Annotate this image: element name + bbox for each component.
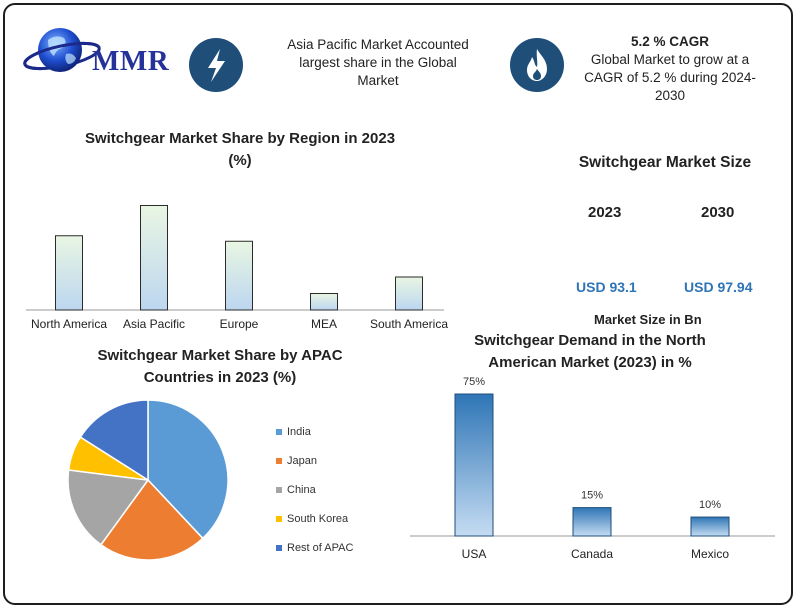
share-line: Asia Pacific Market Accounted xyxy=(287,37,469,52)
brand-name: MMR xyxy=(92,45,170,77)
share-line: largest share in the Global xyxy=(299,55,457,70)
cagr-title: 5.2 % CAGR xyxy=(630,34,710,49)
legend-item: Japan xyxy=(276,455,317,467)
region-chart-title: Switchgear Market Share by Region in 202… xyxy=(20,128,460,172)
legend-swatch xyxy=(276,487,282,494)
lightning-badge xyxy=(189,38,243,92)
globe-icon xyxy=(23,28,101,72)
share-highlight-text: Asia Pacific Market Accounted largest sh… xyxy=(258,36,498,90)
year-2023: 2023 xyxy=(588,204,622,221)
apac-title-line: Countries in 2023 (%) xyxy=(143,369,297,386)
cagr-line: CAGR of 5.2 % during 2024- xyxy=(584,70,756,85)
legend-item: Rest of APAC xyxy=(276,542,353,554)
market-size-title: Switchgear Market Size xyxy=(578,154,752,171)
na-title-line: American Market (2023) in % xyxy=(488,354,692,371)
na-tick-label: USA xyxy=(462,547,487,561)
na-data-label: 10% xyxy=(699,499,721,511)
apac-chart-title: Switchgear Market Share by APAC Countrie… xyxy=(40,345,400,389)
infographic-frame xyxy=(3,3,793,605)
cagr-line: 2030 xyxy=(654,88,686,103)
pie-slice xyxy=(147,399,229,540)
na-tick-label: Mexico xyxy=(691,547,729,561)
flame-badge xyxy=(510,38,564,92)
region-tick-label: Europe xyxy=(220,317,259,331)
market-value-2023: USD 93.1 xyxy=(576,279,637,295)
cagr-line: Global Market to grow at a xyxy=(590,52,750,67)
na-data-label: 15% xyxy=(581,490,603,502)
region-bar-chart: North America Asia Pacific Europe MEA South … xyxy=(26,205,448,331)
na-bar xyxy=(454,393,494,537)
region-bar xyxy=(310,293,338,311)
legend-swatch xyxy=(276,545,282,552)
year-2030: 2030 xyxy=(701,204,735,221)
region-tick-label: North America xyxy=(31,317,107,331)
cagr-highlight: 5.2 % CAGR Global Market to grow at a CA… xyxy=(565,33,775,105)
na-title-line: Switchgear Demand in the North xyxy=(474,332,706,349)
region-tick-label: South America xyxy=(370,317,448,331)
flame-icon xyxy=(527,49,547,81)
region-bar xyxy=(225,240,253,311)
na-chart-title: Switchgear Demand in the North American … xyxy=(440,330,740,374)
share-line: Market xyxy=(357,73,399,88)
legend-label: China xyxy=(287,484,316,496)
apac-title-line: Switchgear Market Share by APAC xyxy=(97,347,343,364)
legend-label: South Korea xyxy=(287,513,349,525)
region-title-line: (%) xyxy=(228,152,252,169)
legend-label: Rest of APAC xyxy=(287,542,354,554)
legend-swatch xyxy=(276,458,282,465)
legend-item: India xyxy=(276,426,311,438)
region-bar xyxy=(55,235,83,311)
legend-swatch xyxy=(276,516,282,523)
na-data-label: 75% xyxy=(463,376,485,388)
na-bar xyxy=(572,507,612,537)
na-tick-label: Canada xyxy=(571,547,613,561)
region-bar xyxy=(140,205,168,311)
legend-item: China xyxy=(276,484,316,496)
legend-item: South Korea xyxy=(276,513,348,525)
pie-slice xyxy=(67,469,150,546)
mmr-logo: MMR xyxy=(22,20,172,82)
market-value-2030: USD 97.94 xyxy=(684,279,753,295)
market-size-unit: Market Size in Bn xyxy=(594,312,702,327)
lightning-icon xyxy=(208,49,225,82)
apac-pie-chart xyxy=(67,399,229,561)
na-bar xyxy=(690,516,730,537)
na-bar-chart: 75% USA 15% Canada 10% Mexico xyxy=(410,376,775,561)
region-bar xyxy=(395,276,423,311)
legend-label: India xyxy=(287,426,311,438)
legend-swatch xyxy=(276,429,282,436)
region-tick-label: Asia Pacific xyxy=(123,317,185,331)
region-tick-label: MEA xyxy=(311,317,337,331)
pie-slice xyxy=(79,399,149,482)
pie-slice xyxy=(99,478,204,561)
region-title-line: Switchgear Market Share by Region in 202… xyxy=(84,130,396,147)
legend-label: Japan xyxy=(287,455,317,467)
